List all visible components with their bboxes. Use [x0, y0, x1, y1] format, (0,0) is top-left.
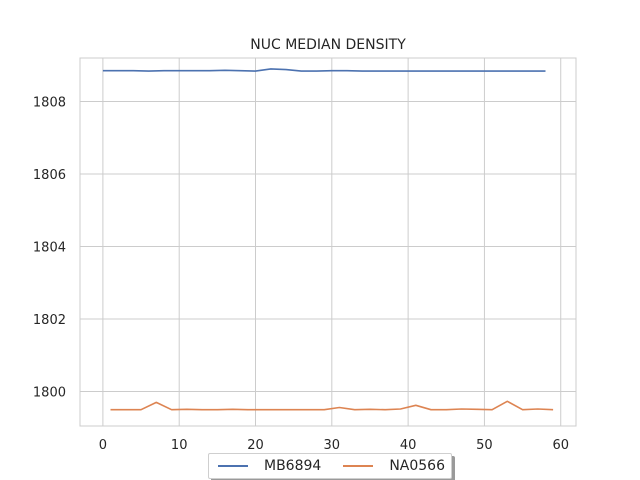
x-tick-label: 20	[247, 438, 264, 453]
tick-labels: 0 10 20 30 40 50 60 1800 1802 1804 1806 1808	[33, 96, 569, 453]
y-tick-label: 1808	[33, 96, 66, 111]
x-tick-label: 10	[171, 438, 188, 453]
y-tick-label: 1800	[33, 386, 66, 401]
legend: MB6894 NA0566	[208, 453, 452, 479]
series-line-na0566	[110, 400, 554, 411]
grid	[80, 58, 576, 426]
legend-label-na0566: NA0566	[389, 458, 445, 474]
x-tick-label: 50	[476, 438, 493, 453]
x-tick-label: 40	[400, 438, 417, 453]
legend-entry-na0566: NA0566	[343, 458, 445, 474]
plot-frame	[79, 57, 577, 427]
y-tick-label: 1806	[33, 168, 66, 183]
y-tick-label: 1804	[33, 241, 66, 256]
x-tick-label: 30	[324, 438, 341, 453]
legend-swatch-mb6894	[218, 465, 248, 467]
series-line-mb6894	[102, 68, 546, 72]
x-tick-label: 0	[99, 438, 107, 453]
legend-entry-mb6894: MB6894	[218, 458, 321, 474]
x-tick-label: 60	[552, 438, 569, 453]
y-tick-label: 1802	[33, 313, 66, 328]
series-lines	[102, 68, 554, 411]
chart-title: NUC MEDIAN DENSITY	[250, 37, 406, 53]
legend-label-mb6894: MB6894	[264, 458, 322, 474]
legend-swatch-na0566	[343, 465, 374, 467]
